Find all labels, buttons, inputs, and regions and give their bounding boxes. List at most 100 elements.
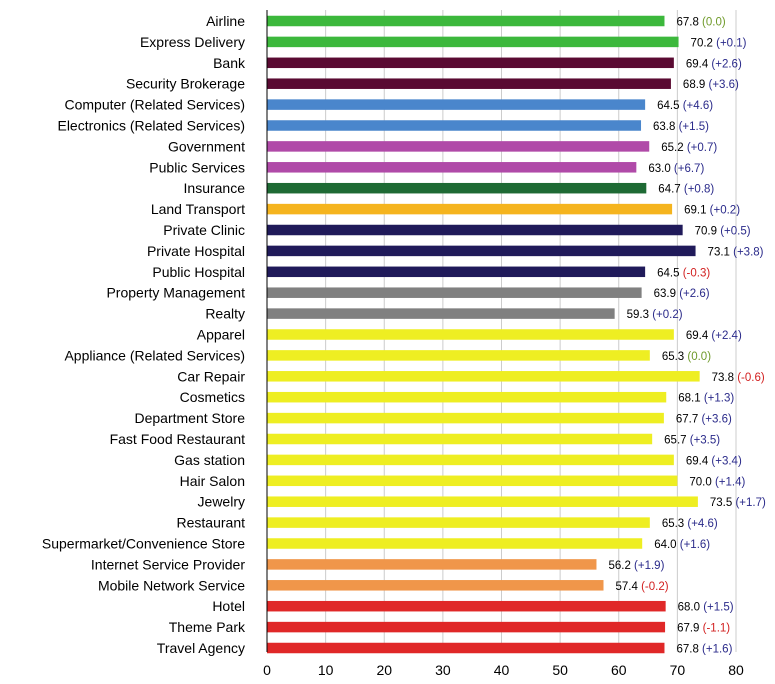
category-label: Gas station bbox=[174, 452, 245, 468]
change-label: (+4.6) bbox=[687, 518, 718, 530]
x-tick-label: 80 bbox=[728, 662, 744, 678]
bar bbox=[267, 287, 642, 298]
value-label: 70.9 (+0.5) bbox=[695, 226, 751, 238]
bar bbox=[267, 120, 642, 131]
category-label: Bank bbox=[213, 55, 246, 71]
category-label: Express Delivery bbox=[140, 34, 245, 50]
bar bbox=[267, 329, 674, 340]
change-label: (+0.2) bbox=[652, 309, 683, 321]
value-number: 64.7 bbox=[658, 184, 684, 196]
value-number: 65.3 bbox=[662, 351, 688, 363]
change-label: (+3.6) bbox=[701, 414, 732, 426]
value-label: 73.1 (+3.8) bbox=[708, 246, 764, 258]
category-label: Car Repair bbox=[177, 368, 245, 384]
bar bbox=[267, 580, 604, 591]
bar bbox=[267, 245, 696, 257]
bar bbox=[267, 162, 637, 173]
change-label: (+0.7) bbox=[687, 142, 718, 154]
value-number: 70.9 bbox=[695, 226, 721, 238]
change-label: (-0.2) bbox=[641, 581, 669, 593]
value-label: 67.9 (-1.1) bbox=[677, 623, 730, 635]
value-number: 67.7 bbox=[676, 414, 702, 426]
value-number: 68.9 bbox=[683, 79, 709, 91]
category-label: Property Management bbox=[106, 285, 245, 301]
value-label: 70.0 (+1.4) bbox=[689, 476, 745, 488]
value-label: 73.5 (+1.7) bbox=[710, 497, 766, 509]
value-label: 65.2 (+0.7) bbox=[661, 142, 717, 154]
value-label: 64.5 (+4.6) bbox=[657, 100, 713, 112]
change-label: (-0.6) bbox=[737, 372, 765, 384]
x-axis: 0 10 20 30 40 50 60 70 80 bbox=[263, 10, 744, 678]
value-label: 63.0 (+6.7) bbox=[648, 163, 704, 175]
change-label: (+1.3) bbox=[704, 393, 735, 405]
value-label: 68.1 (+1.3) bbox=[678, 393, 734, 405]
value-number: 63.9 bbox=[654, 288, 680, 300]
bar bbox=[267, 559, 597, 570]
value-label: 64.5 (-0.3) bbox=[657, 267, 710, 279]
x-tick-label: 70 bbox=[670, 662, 686, 678]
change-label: (+0.8) bbox=[684, 184, 715, 196]
value-label: 68.9 (+3.6) bbox=[683, 79, 739, 91]
value-number: 64.5 bbox=[657, 100, 683, 112]
category-label: Private Clinic bbox=[163, 222, 245, 238]
bar bbox=[267, 371, 700, 382]
value-label: 63.8 (+1.5) bbox=[653, 121, 709, 133]
value-label: 57.4 (-0.2) bbox=[616, 581, 669, 593]
bar bbox=[267, 78, 671, 89]
category-label: Cosmetics bbox=[180, 389, 245, 405]
bar bbox=[267, 412, 664, 424]
change-label: (+1.4) bbox=[715, 476, 746, 488]
bar bbox=[267, 621, 666, 633]
value-number: 70.2 bbox=[691, 37, 717, 49]
category-label: Theme Park bbox=[169, 619, 246, 635]
category-label: Jewelry bbox=[198, 494, 245, 510]
value-number: 69.4 bbox=[686, 455, 712, 467]
bar bbox=[267, 454, 674, 466]
value-number: 65.3 bbox=[662, 518, 688, 530]
value-number: 69.1 bbox=[684, 205, 710, 217]
change-label: (0.0) bbox=[702, 17, 726, 29]
change-label: (+1.6) bbox=[702, 644, 733, 656]
category-label: Security Brokerage bbox=[126, 76, 245, 92]
value-label: 64.0 (+1.6) bbox=[654, 539, 710, 551]
value-label: 59.3 (+0.2) bbox=[627, 309, 683, 321]
category-label: Apparel bbox=[197, 327, 245, 343]
change-label: (+0.2) bbox=[710, 205, 741, 217]
value-number: 68.0 bbox=[678, 602, 704, 614]
value-label: 65.7 (+3.5) bbox=[664, 435, 720, 447]
value-number: 69.4 bbox=[686, 330, 712, 342]
bar bbox=[267, 496, 698, 507]
bars bbox=[267, 15, 700, 654]
value-label: 56.2 (+1.9) bbox=[608, 560, 664, 572]
bar bbox=[267, 203, 673, 215]
bar bbox=[267, 141, 650, 152]
value-label: 64.7 (+0.8) bbox=[658, 184, 714, 196]
category-label: Department Store bbox=[135, 410, 246, 426]
bar bbox=[267, 182, 647, 194]
value-label: 63.9 (+2.6) bbox=[654, 288, 710, 300]
value-label: 73.8 (-0.6) bbox=[712, 372, 765, 384]
bar bbox=[267, 15, 665, 27]
category-label: Public Services bbox=[149, 159, 245, 175]
value-label: 67.8 (0.0) bbox=[676, 17, 725, 29]
change-label: (-0.3) bbox=[683, 267, 711, 279]
value-number: 68.1 bbox=[678, 393, 704, 405]
value-label: 69.4 (+3.4) bbox=[686, 455, 742, 467]
x-tick-label: 30 bbox=[435, 662, 451, 678]
value-label: 65.3 (0.0) bbox=[662, 351, 711, 363]
bar bbox=[267, 350, 650, 361]
change-label: (0.0) bbox=[687, 351, 711, 363]
bar bbox=[267, 308, 615, 319]
value-number: 56.2 bbox=[608, 560, 634, 572]
category-label: Electronics (Related Services) bbox=[57, 118, 245, 134]
change-label: (+4.6) bbox=[683, 100, 714, 112]
category-label: Appliance (Related Services) bbox=[64, 347, 245, 363]
bar bbox=[267, 517, 650, 528]
change-label: (+2.6) bbox=[711, 58, 742, 70]
category-label: Public Hospital bbox=[152, 264, 245, 280]
value-number: 73.1 bbox=[708, 246, 734, 258]
category-label: Travel Agency bbox=[157, 640, 245, 656]
value-number: 64.5 bbox=[657, 267, 683, 279]
category-label: Computer (Related Services) bbox=[64, 97, 245, 113]
